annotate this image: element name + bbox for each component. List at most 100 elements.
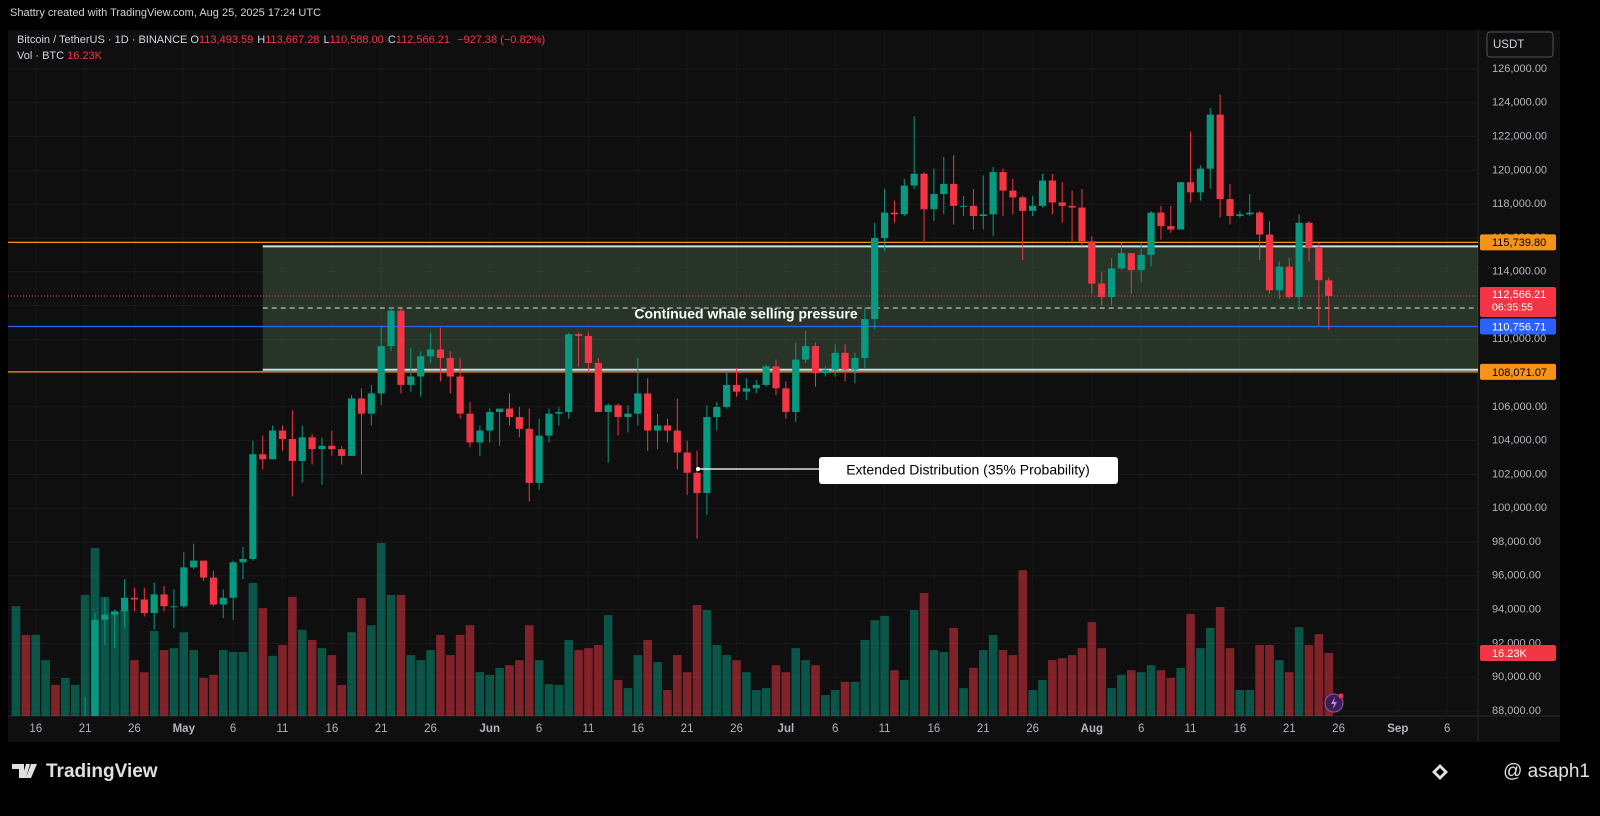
volume-bar [238, 651, 248, 716]
volume-bar [732, 660, 741, 716]
volume-bar [771, 665, 781, 716]
zone-annotation: Continued whale selling pressure [634, 306, 857, 322]
x-tick-label: May [173, 723, 196, 735]
volume-bar [61, 677, 70, 716]
volume-bar [505, 665, 514, 716]
candle-body [959, 205, 968, 207]
volume-bar [1117, 674, 1126, 716]
currency-button[interactable] [1486, 31, 1554, 58]
candle-body [387, 310, 395, 347]
symbol: Bitcoin / TetherUS · 1D · BINANCE [17, 34, 188, 46]
candle-body [347, 398, 356, 456]
candle-body [1236, 214, 1244, 216]
candle-body [170, 606, 178, 608]
candle-body [821, 369, 829, 374]
volume-bar [357, 598, 366, 716]
candle-body [1206, 114, 1214, 169]
volume-bar [169, 648, 179, 716]
x-tick-label: 11 [1185, 723, 1197, 735]
volume-bar [386, 594, 396, 716]
ohlc-value: 113,667.28 [265, 34, 320, 46]
credit: Shattry created with TradingView.com, Au… [10, 7, 322, 19]
volume-bar [870, 620, 879, 716]
brand-logo [12, 764, 37, 778]
volume-bar [1275, 660, 1284, 716]
volume-bar [840, 681, 850, 716]
overlay: Extended Distribution (35% Probability) … [634, 306, 1344, 713]
candle-body [713, 406, 721, 418]
candle-body [1285, 266, 1293, 298]
volume-bar [1284, 672, 1294, 716]
candle-body [604, 405, 612, 412]
candle-body [831, 352, 839, 370]
volume-bar [1097, 648, 1106, 716]
volume-bar [70, 684, 80, 716]
callout-box [819, 457, 1118, 484]
volume-bar [890, 670, 899, 716]
volume-bar [218, 650, 228, 716]
volume-bar [515, 660, 524, 716]
candle-body [811, 346, 820, 374]
volume-bar [1235, 690, 1245, 716]
candle-body [624, 413, 632, 418]
level-tag [1480, 318, 1556, 335]
volume-bar [1225, 648, 1235, 716]
volume-legend: Vol · BTC 16.23K [17, 50, 102, 62]
volume-bar [130, 660, 139, 716]
candle-body [446, 357, 454, 377]
callout-text: Extended Distribution (35% Probability) [846, 462, 1090, 478]
candle-body [91, 619, 99, 716]
ohlc-key: L [323, 34, 330, 46]
volume-bar [594, 644, 603, 716]
candle-body [1157, 212, 1165, 227]
footer: TradingView @ asaph1 [12, 761, 1590, 782]
volume-bar [919, 593, 929, 716]
volume-bar [623, 688, 633, 716]
candle-body [120, 597, 129, 612]
volume-bar [1008, 655, 1018, 716]
volume-bar [426, 650, 435, 716]
candle-body [693, 472, 701, 494]
volume-bar [1067, 655, 1077, 716]
volume-bar [653, 662, 662, 716]
y-tick-label: 106,000.00 [1492, 401, 1547, 413]
x-tick-label: 26 [424, 723, 437, 735]
volume-bar [1215, 606, 1225, 716]
candle-body [802, 346, 810, 360]
x-tick-label: 26 [1026, 723, 1039, 735]
candle-body [782, 388, 790, 412]
y-tick-label: 96,000.00 [1492, 570, 1541, 582]
volume-bar [445, 655, 455, 716]
candle-body [900, 185, 908, 215]
volume-bar [534, 660, 544, 716]
level-tag [1480, 234, 1556, 251]
y-tick-label: 88,000.00 [1492, 705, 1541, 717]
candle-body [644, 393, 652, 431]
author: @ asaph1 [1503, 761, 1590, 782]
volume-bar [544, 684, 554, 716]
volume-bar [297, 629, 307, 716]
candle-body [278, 430, 287, 439]
volume-bar [1265, 644, 1274, 716]
candle-body [1167, 226, 1175, 230]
volume-bar [347, 632, 356, 716]
candle-body [594, 362, 602, 412]
x-tick-label: 11 [582, 723, 594, 735]
candle-body [1068, 205, 1076, 208]
candle-body [239, 558, 247, 563]
candle-body [328, 445, 336, 450]
volume-bar [465, 625, 475, 716]
y-tick-label: 126,000.00 [1492, 63, 1547, 75]
candle-body [436, 349, 445, 358]
volume-bar [909, 610, 919, 716]
candle-body [150, 594, 158, 614]
x-tick-label: 16 [1233, 723, 1246, 735]
volume-bar [495, 667, 504, 716]
candle-body [999, 172, 1007, 191]
candle-body [486, 411, 494, 431]
volume-bar [1324, 653, 1334, 716]
volume-bar [268, 655, 277, 716]
candle-body [742, 388, 750, 392]
volume-bar [603, 615, 613, 716]
volume-bar [830, 690, 840, 716]
